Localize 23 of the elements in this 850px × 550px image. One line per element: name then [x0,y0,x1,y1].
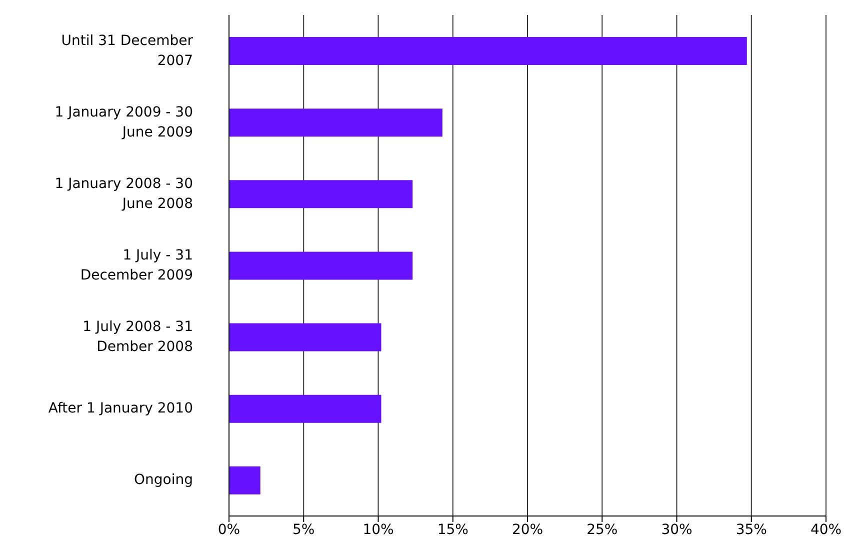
y-tick-label: Ongoing [134,472,193,488]
y-tick-label: Until 31 December 2007 [61,32,194,69]
bar [229,108,442,137]
x-tick-label: 40% [810,522,842,538]
bar [229,394,382,423]
bar [229,466,260,494]
y-tick-label: 1 January 2008 - 30 June 2008 [54,176,193,212]
y-tick-label: 1 January 2009 - 30 June 2009 [54,104,193,140]
bar [229,323,382,352]
x-tick-label: 30% [661,522,692,538]
x-tick-label: 10% [362,522,394,538]
y-tick-label: 1 July 2008 - 31 Dember 2008 [82,319,193,356]
x-tick-label: 5% [292,522,315,538]
x-tick-label: 35% [736,522,767,538]
x-tick-label: 0% [218,522,240,538]
y-tick-label: After 1 January 2010 [48,400,193,417]
x-tick-label: 25% [586,522,618,538]
x-tick-label: 15% [437,522,468,538]
bar [229,252,413,280]
bar [229,37,747,65]
x-tick-label: 20% [512,522,544,538]
bar [229,180,413,208]
y-tick-label: 1 July - 31 December 2009 [80,248,193,284]
